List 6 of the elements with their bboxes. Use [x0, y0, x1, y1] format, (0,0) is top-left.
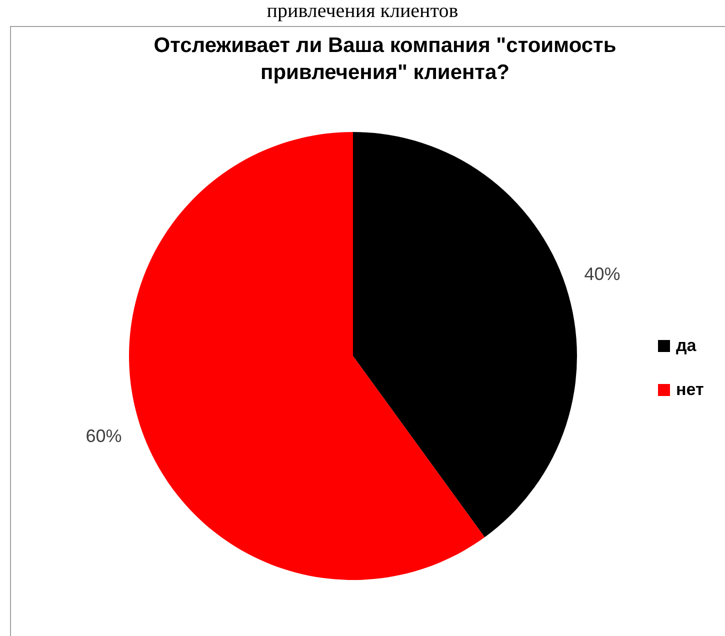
legend-label: нет: [676, 380, 704, 400]
data-label: 40%: [584, 264, 620, 284]
data-label: 60%: [86, 426, 122, 446]
text: привлечения клиентов: [266, 0, 460, 22]
legend-label: да: [676, 336, 696, 356]
chart-title: Отслеживает ли Ваша компания "стоимость привлечения" клиента?: [152, 33, 618, 86]
